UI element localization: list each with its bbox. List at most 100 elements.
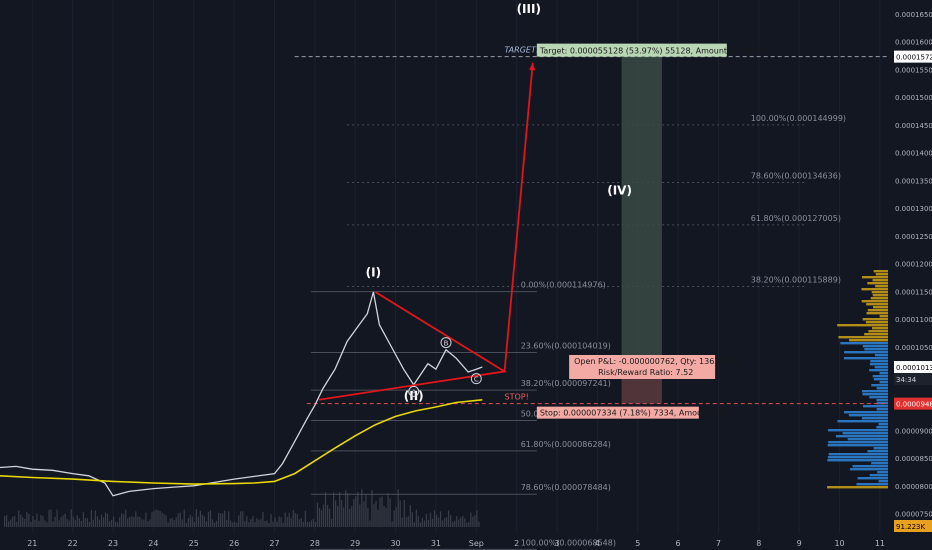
volume-bar	[104, 512, 107, 527]
time-tick-label: 27	[269, 539, 279, 548]
volume-bar	[280, 517, 282, 527]
volume-profile-bar	[870, 297, 888, 300]
volume-bar	[399, 500, 401, 527]
volume-bar	[290, 518, 292, 527]
volume-bar	[127, 518, 129, 527]
volume-bar	[82, 512, 84, 527]
volume-bar	[167, 522, 169, 527]
position-tool[interactable]: TARGET! Target: 0.000055128 (53.97%) 5512…	[294, 43, 888, 419]
volume-bar	[318, 508, 321, 527]
volume-bar	[326, 505, 329, 527]
volume-bar	[341, 499, 343, 527]
volume-bar	[345, 490, 347, 527]
stop-box	[536, 406, 699, 419]
stop-box-text: Stop: 0.000007334 (7.18%) 7334, Amount: …	[540, 409, 731, 418]
volume-bar	[470, 512, 472, 527]
fib-level-label: 61.80%(0.000127005)	[751, 214, 841, 223]
volume-profile-bar	[862, 318, 888, 321]
volume-bar	[129, 516, 131, 527]
volume-bar	[4, 516, 6, 527]
volume-profile-bar	[850, 468, 888, 471]
volume-bar	[76, 515, 78, 527]
volume-bar	[133, 516, 135, 527]
volume-bar	[74, 519, 76, 527]
volume-bar	[125, 509, 127, 527]
volume-bar	[411, 512, 413, 527]
target-box-text: Target: 0.000055128 (53.97%) 55128, Amou…	[539, 47, 766, 56]
volume-bar	[224, 510, 226, 527]
volume-bar	[369, 520, 371, 527]
volume-bar	[258, 519, 260, 527]
volume-profile-bar	[866, 312, 888, 315]
volume-bar	[441, 520, 444, 527]
volume-bar	[401, 517, 403, 527]
time-tick-label: 28	[310, 539, 320, 548]
volume-bar	[84, 518, 86, 527]
volume-bar	[14, 515, 16, 527]
volume-profile-bar	[869, 396, 888, 399]
volume-profile-bar	[827, 486, 888, 489]
volume-bar	[286, 516, 288, 527]
volume-bar	[20, 514, 22, 527]
volume-bar	[478, 521, 480, 527]
volume-bar	[100, 514, 103, 527]
volume-bar	[131, 516, 133, 527]
volume-bar	[361, 489, 363, 527]
volume-bar	[94, 510, 97, 527]
volume-bar	[460, 517, 462, 527]
time-tick-label: Sep	[469, 539, 484, 548]
volume-bar	[351, 506, 353, 527]
volume-profile-bar	[861, 300, 888, 303]
volume-bar	[409, 505, 411, 527]
time-tick-label: 11	[875, 539, 885, 548]
volume-bar	[240, 511, 242, 527]
volume-bar	[191, 516, 193, 527]
volume-bar	[151, 512, 153, 527]
volume-bar	[92, 519, 95, 527]
volume-bar	[330, 518, 333, 527]
volume-profile-bar	[869, 363, 888, 366]
volume-profile-bar	[862, 345, 888, 348]
volume-profile-bar	[843, 357, 888, 360]
volume-bar	[211, 519, 214, 527]
volume-profile-bar	[871, 291, 888, 294]
volume-bar	[363, 501, 365, 527]
volume-bar	[444, 518, 446, 527]
volume-profile-bar	[871, 327, 888, 330]
volume-profile-bar	[867, 450, 888, 453]
volume-bar	[238, 515, 240, 527]
volume-bar	[90, 510, 93, 527]
volume-bar	[135, 511, 137, 527]
volume-bar	[468, 522, 470, 527]
volume-bar	[38, 520, 40, 527]
volume-bar	[377, 509, 379, 527]
target-price-tag: 0.00015727	[896, 54, 932, 62]
volume-bar	[119, 517, 121, 527]
volume-bar	[446, 517, 448, 527]
volume-bar	[189, 514, 191, 527]
time-axis[interactable]: 21 22 23 24 25 26 27 28 29 30 31 Sep 2 3 4 5 6 7 8 9 10 11	[27, 539, 885, 548]
volume-bar	[234, 521, 236, 527]
volume-profile-bar	[872, 294, 888, 297]
volume-bar	[159, 510, 161, 527]
wave-label: (III)	[517, 2, 541, 16]
volume-profile-bar	[875, 273, 888, 276]
volume-bar	[219, 513, 222, 527]
volume-bar	[274, 517, 276, 527]
time-tick-label: 29	[350, 539, 360, 548]
volume-bar	[72, 516, 74, 527]
volume-bar	[250, 519, 252, 527]
volume-bar	[294, 512, 296, 527]
volume-bar	[270, 514, 272, 527]
volume-bar	[157, 510, 159, 527]
volume-bar	[415, 509, 417, 527]
time-tick-label: 5	[635, 539, 640, 548]
volume-bar	[195, 509, 197, 527]
abc-label: C	[474, 376, 479, 384]
time-tick-label: 2	[514, 539, 519, 548]
